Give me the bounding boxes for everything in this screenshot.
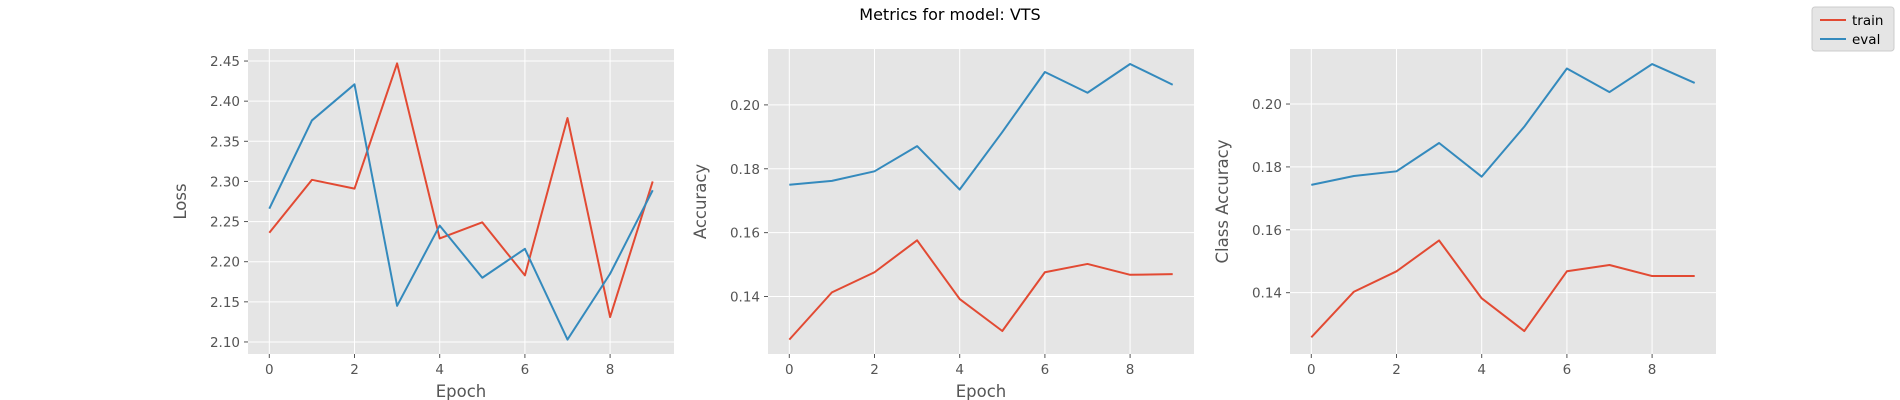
- y-tick-label: 2.15: [210, 295, 240, 311]
- y-tick-label: 0.16: [1252, 223, 1282, 239]
- y-tick-label: 0.20: [1252, 97, 1282, 113]
- y-tick-label: 0.20: [730, 98, 760, 114]
- legend-label-train: train: [1852, 13, 1883, 29]
- plot-area: [248, 49, 674, 354]
- y-tick-label: 2.45: [210, 54, 240, 70]
- x-tick-label: 6: [521, 362, 530, 378]
- x-tick-label: 8: [1648, 362, 1657, 378]
- series-line-train: [268, 62, 654, 319]
- charts-layer: 0 2 4 6 8 2.10 2.15 2.20 2.25 2.30 2.35 2.40 2.45 Epo…: [171, 49, 1716, 400]
- x-tick-label: 6: [1563, 362, 1572, 378]
- series-line-train: [788, 239, 1173, 341]
- plot-area: [1290, 49, 1716, 354]
- chart-panel-2: 0 2 4 6 8 0.14 0.16 0.18 0.20 Epoch Accuracy: [691, 49, 1194, 400]
- chart-panel-1: 0 2 4 6 8 2.10 2.15 2.20 2.25 2.30 2.35 2.40 2.45 Epo…: [171, 49, 674, 400]
- y-tick-label: 2.35: [210, 134, 240, 150]
- y-tick-label: 0.14: [1252, 286, 1282, 302]
- y-tick-label: 2.20: [210, 255, 240, 271]
- x-tick-label: 2: [870, 362, 879, 378]
- y-tick-label: 2.30: [210, 174, 240, 190]
- y-tick-label: 2.40: [210, 94, 240, 110]
- y-axis-label: Class Accuracy: [1213, 139, 1232, 263]
- x-tick-label: 8: [606, 362, 615, 378]
- x-tick-label: 0: [785, 362, 794, 378]
- x-tick-label: 2: [1392, 362, 1401, 378]
- series-line-eval: [1311, 63, 1696, 186]
- y-axis-label: Accuracy: [691, 164, 710, 240]
- x-axis-label: Epoch: [436, 382, 487, 400]
- legend: train eval: [1811, 6, 1895, 52]
- chart-panel-3: 0 2 4 6 8 0.14 0.16 0.18 0.20 Class Accuracy: [1213, 49, 1716, 378]
- legend-label-eval: eval: [1852, 32, 1880, 48]
- y-tick-label: 2.10: [210, 335, 240, 351]
- y-tick-label: 2.25: [210, 215, 240, 231]
- x-tick-label: 4: [955, 362, 964, 378]
- x-tick-label: 0: [265, 362, 274, 378]
- plot-area: [768, 49, 1194, 354]
- x-tick-label: 4: [435, 362, 444, 378]
- x-tick-label: 4: [1477, 362, 1486, 378]
- series-line-eval: [268, 83, 654, 341]
- y-tick-label: 0.18: [730, 162, 760, 178]
- x-tick-label: 6: [1041, 362, 1050, 378]
- y-tick-label: 0.18: [1252, 160, 1282, 176]
- series-line-eval: [789, 63, 1174, 191]
- x-tick-label: 2: [350, 362, 359, 378]
- y-tick-label: 0.16: [730, 226, 760, 242]
- x-axis-label: Epoch: [956, 382, 1007, 400]
- x-tick-label: 8: [1126, 362, 1135, 378]
- y-tick-label: 0.14: [730, 290, 760, 306]
- figure-title: Metrics for model: VTS: [859, 5, 1040, 24]
- series-line-train: [1310, 239, 1695, 339]
- x-tick-label: 0: [1307, 362, 1316, 378]
- y-axis-label: Loss: [171, 183, 190, 219]
